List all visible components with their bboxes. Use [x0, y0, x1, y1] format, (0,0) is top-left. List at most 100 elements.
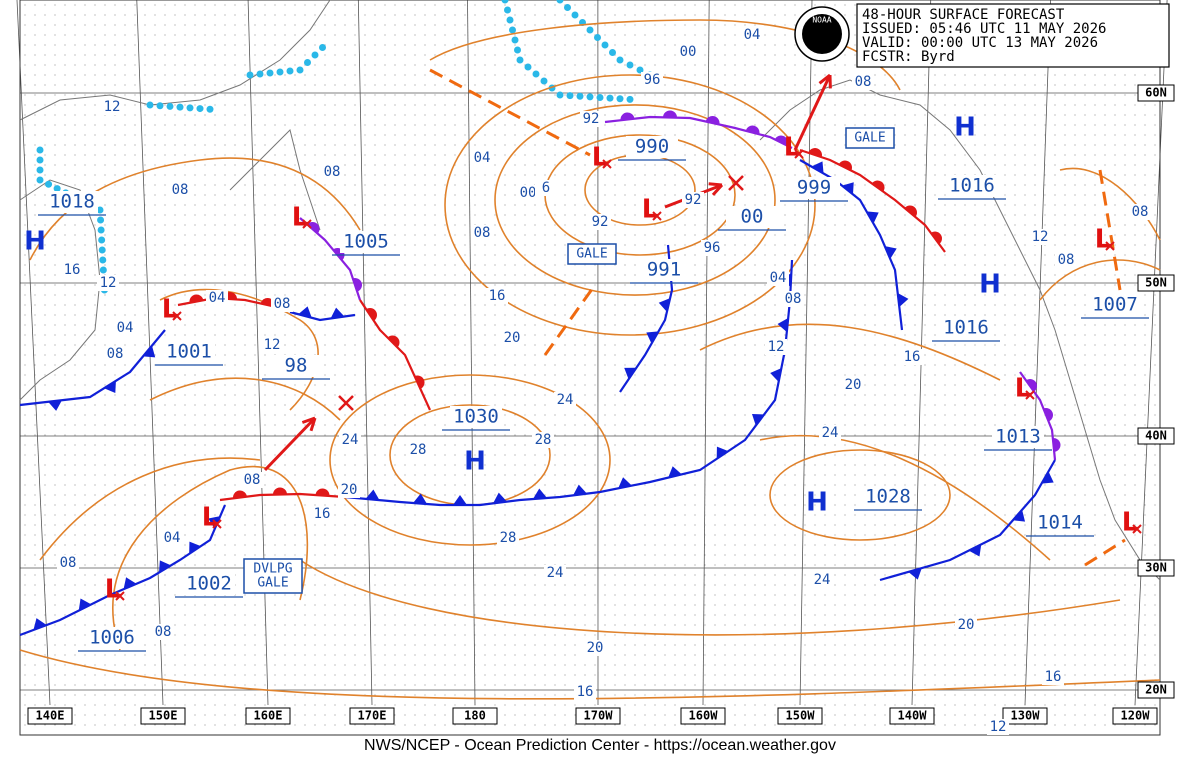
- isobar-label: 08: [1058, 252, 1075, 268]
- ice-edge-dot: [586, 93, 594, 101]
- ice-edge-dot: [626, 61, 634, 69]
- low-center-mark: [794, 149, 804, 159]
- pressure-bg: [638, 259, 690, 281]
- ice-edge-dot: [304, 59, 311, 66]
- ice-edge-dot: [36, 156, 44, 164]
- isobar-label: 16: [1045, 669, 1062, 685]
- cold-front-symbol: [573, 484, 587, 496]
- central-pressure: 999: [797, 177, 831, 199]
- low-center-mark: [1025, 390, 1035, 400]
- noaa-logo-inner: [802, 14, 842, 54]
- ice-edge-dot: [571, 11, 579, 19]
- ice-edge-dot: [609, 49, 616, 56]
- ice-edge-dot: [626, 95, 634, 103]
- isobar: [699, 323, 1001, 381]
- lon-label: 160E: [254, 709, 283, 723]
- pressure-bg: [1034, 512, 1086, 534]
- central-pressure: 00: [741, 206, 764, 228]
- isobar-label: 08: [274, 296, 291, 312]
- ice-edge-dot: [99, 266, 107, 274]
- isobar: [389, 404, 551, 506]
- ice-edge-dot: [586, 26, 594, 34]
- meridian: [1134, 0, 1168, 706]
- isobar-label: 08: [855, 74, 872, 90]
- cold-front-symbol: [624, 367, 637, 380]
- ice-edge-dot: [186, 104, 194, 112]
- central-pressure: 1005: [343, 231, 389, 253]
- cold-front-symbol: [78, 598, 92, 611]
- isobar-label-bg: [241, 472, 263, 488]
- isobar-label-bg: [104, 346, 126, 362]
- isobar-label-bg: [682, 192, 704, 208]
- ice-edge-dot: [97, 226, 105, 234]
- cold-front-symbol: [866, 211, 879, 224]
- isobar-label-bg: [782, 291, 804, 307]
- lon-label-box: [349, 707, 395, 725]
- isobar-label: 96: [704, 240, 721, 256]
- occluded-front-symbol: [663, 110, 677, 118]
- low-center-mark: [212, 519, 222, 529]
- ice-edge-dot: [532, 70, 540, 78]
- warm-front-symbol: [233, 490, 247, 499]
- isobar-label-bg: [955, 617, 977, 633]
- coastline: [19, 0, 331, 121]
- warm-front-symbol: [189, 294, 204, 303]
- isobar-label-bg: [701, 240, 723, 256]
- isobar-label: 08: [155, 624, 172, 640]
- ice-edge-dot: [540, 77, 548, 85]
- isobar-label: 12: [264, 337, 281, 353]
- isobar: [444, 74, 816, 336]
- isobar-label: 92: [583, 111, 600, 127]
- trough: [1084, 538, 1126, 567]
- ice-edge-dot: [616, 56, 624, 64]
- isobar-label: 12: [990, 719, 1007, 735]
- lon-label-box: [1112, 707, 1158, 725]
- isobar-label: 08: [60, 555, 77, 571]
- ice-edge-dot: [556, 91, 564, 99]
- isobar-label: 08: [244, 472, 261, 488]
- central-pressure: 1001: [166, 341, 212, 363]
- isobar-label-bg: [407, 442, 429, 458]
- high-center: H: [979, 270, 1001, 300]
- cold-front-symbol: [751, 414, 765, 426]
- warm-front-symbol: [366, 308, 377, 321]
- high-center: H: [954, 113, 976, 143]
- isobar-label: 04: [164, 530, 181, 546]
- isobar-label: 08: [172, 182, 189, 198]
- ice-edge-dot: [146, 101, 154, 109]
- occluded-front-symbol: [1043, 408, 1053, 422]
- isobar: [159, 288, 319, 411]
- isobar: [759, 434, 1051, 561]
- isobar-label-bg: [842, 377, 864, 393]
- cold-front-symbol: [884, 246, 897, 259]
- warning-box: [243, 558, 303, 594]
- cold-front: [19, 504, 227, 637]
- lat-label: 20N: [1145, 683, 1167, 697]
- isobar-label-bg: [501, 330, 523, 346]
- ice-edge-dot: [196, 105, 204, 113]
- ice-edge-dot: [176, 103, 184, 111]
- occluded-front-symbol: [774, 135, 788, 146]
- isobar-label: 28: [410, 442, 427, 458]
- ice-edge-dot: [606, 94, 614, 102]
- isobar-label: 12: [1032, 229, 1049, 245]
- cold-front-symbol: [33, 618, 47, 630]
- isobar-label: 08: [1132, 204, 1149, 220]
- warning-label: GALE: [257, 576, 288, 591]
- isobar-label-bg: [901, 349, 923, 365]
- low-center-mark: [652, 211, 662, 221]
- pressure-bg: [450, 406, 502, 428]
- ice-edge-dot: [296, 66, 304, 74]
- ice-edge-dot: [506, 16, 514, 24]
- isobar-label-bg: [852, 74, 874, 90]
- isobar-label: 96: [644, 72, 661, 88]
- cold-front-symbol: [493, 492, 507, 504]
- isobar-label: 08: [474, 225, 491, 241]
- trough: [543, 284, 597, 356]
- isobar-label-bg: [535, 180, 557, 196]
- warm-front-symbol: [273, 487, 287, 495]
- high-center: H: [464, 447, 486, 477]
- forecast-position: [338, 395, 354, 411]
- isobar: [494, 104, 776, 296]
